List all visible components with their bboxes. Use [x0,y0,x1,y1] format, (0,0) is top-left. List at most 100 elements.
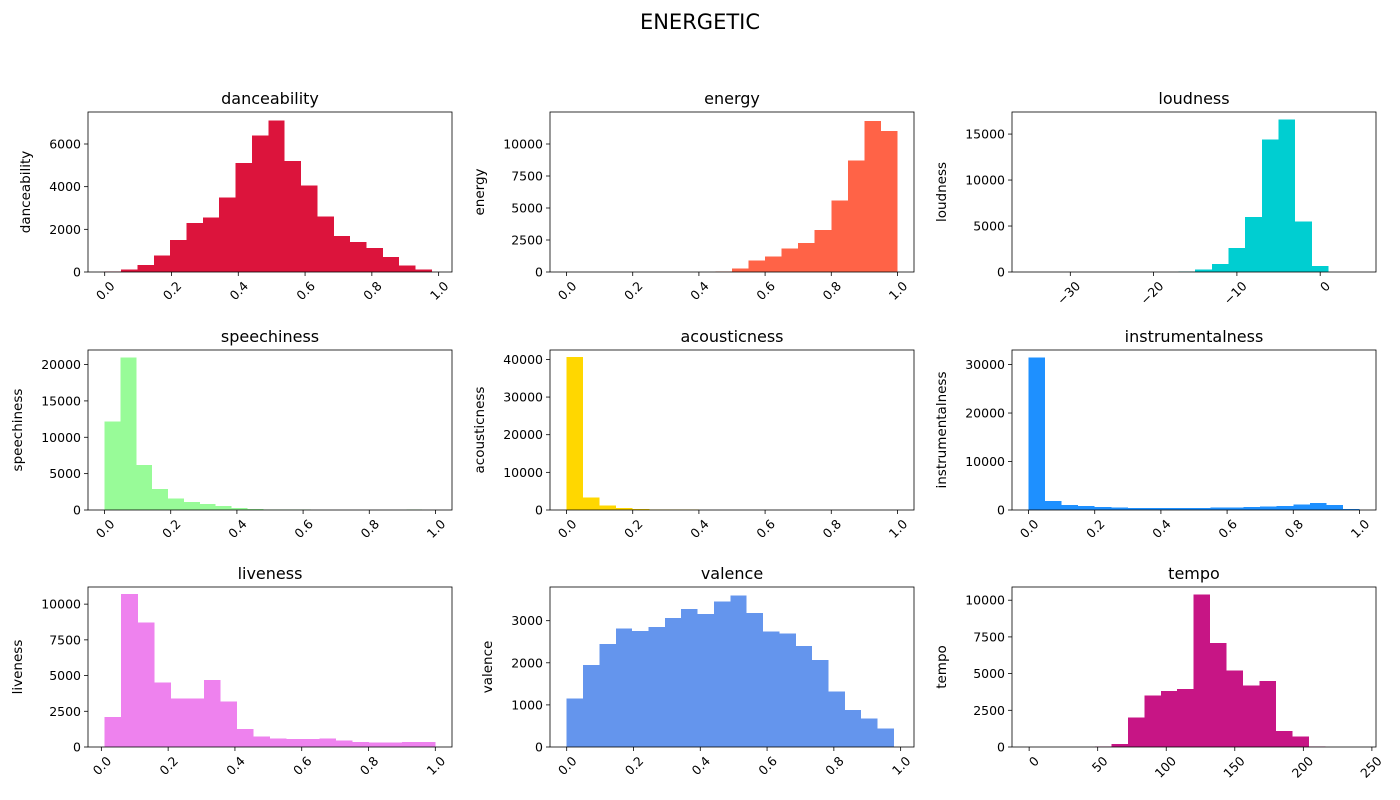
histogram-bar [336,740,353,747]
x-tick-label: 0 [1026,753,1042,769]
y-tick-label: 20000 [965,406,1005,421]
histogram-bar [1245,216,1262,272]
histogram-bar [798,243,815,272]
histogram-bar [121,594,138,747]
histogram-bar [566,698,584,747]
y-tick-label: 5000 [973,219,1005,234]
histogram-bar [268,120,285,273]
histogram-bar [183,502,200,510]
x-tick-label: 1.0 [889,753,914,778]
y-tick-label: 0 [997,503,1005,518]
subplot-title: energy [704,89,760,108]
x-tick-label: 0.6 [290,753,315,778]
histogram-bar [154,682,171,747]
x-tick-label: 0.0 [90,753,115,778]
subplot-title: tempo [1168,564,1220,583]
histogram-bar [219,197,236,272]
subplot-title: danceability [221,89,319,108]
x-tick-label: 0.8 [360,278,385,303]
x-tick-label: 1.0 [886,278,911,303]
histogram-bar [615,628,633,747]
x-tick-label: 0.8 [357,753,382,778]
y-axis-label: liveness [10,640,26,695]
y-axis-label: tempo [934,645,950,689]
y-tick-label: 2500 [973,703,1005,718]
y-tick-label: 7500 [49,632,81,647]
histogram-bar [1177,507,1194,510]
x-tick-label: 1.0 [427,278,452,303]
histogram-bar [877,728,894,747]
histogram-bar [1259,680,1276,747]
x-tick-label: 0.4 [225,516,250,541]
histogram-bar [1127,507,1145,510]
subplot-loudness: loudness loudness 0 5000 10000 15000 −30 −20 −10… [934,89,1377,308]
histogram-bar [231,507,248,510]
x-tick-label: 0.8 [1282,516,1307,541]
axes-frame [87,586,453,748]
x-tick-label: 0.6 [753,516,778,541]
x-tick-label: 0.6 [291,516,316,541]
histogram-bar [366,247,383,272]
histogram-bar [1228,248,1246,272]
y-tick-label: 1000 [511,697,543,712]
histogram-bar [847,160,865,272]
histogram-bar [1078,506,1095,510]
subplot-title: acousticness [680,327,783,346]
histogram-bar [681,608,698,747]
histogram-bar [382,257,400,272]
subplot-title: valence [701,564,763,583]
y-axis-label: energy [472,168,488,215]
y-tick-label: 10000 [965,454,1005,469]
histogram-bar [1292,736,1309,747]
x-tick-label: 0.2 [621,516,646,541]
histogram-bar [1211,264,1229,272]
y-tick-label: 0 [997,740,1005,755]
histogram-bar [251,135,269,272]
histogram-bar [763,631,780,747]
histogram-bar [220,701,237,747]
y-tick-label: 4000 [49,179,81,194]
x-tick-label: 0.4 [227,278,252,303]
subplot-tempo: tempo tempo 0 2500 5000 7500 10000 0 50 100 150 200… [934,564,1385,781]
histogram-bar [137,264,154,272]
histogram-bar [1309,503,1327,510]
x-tick-label: 1.0 [886,516,911,541]
histogram-bar [284,161,302,272]
histogram-bar [583,664,600,747]
histogram-bar [795,645,813,747]
histogram-bar [415,269,432,272]
x-tick-label: 0.2 [156,753,181,778]
y-tick-label: 20000 [41,357,81,372]
x-tick-label: −30 [1054,278,1083,307]
axes-frame [87,349,453,511]
subplot-valence: valence valence 0 1000 2000 3000 0.0 0.2 0.4 0.6 0… [480,564,915,778]
histogram-bar [247,508,264,510]
histogram-bar [1160,691,1178,747]
y-axis-label: acousticness [472,387,488,474]
histogram-bar [1243,685,1260,747]
histogram-bar [350,242,367,272]
histogram-bar [599,643,616,747]
histogram-bar [1061,505,1079,510]
histogram-bar [303,739,320,747]
y-tick-label: 10000 [41,597,81,612]
x-tick-label: 0.2 [622,753,647,778]
y-axis-label: valence [480,641,496,694]
y-tick-label: 40000 [503,352,543,367]
histogram-bar [697,613,714,747]
x-tick-label: 0.0 [555,278,580,303]
histogram-bar [333,236,351,272]
histogram-bar [844,709,862,747]
histogram-bar [616,508,633,510]
y-tick-label: 10000 [965,593,1005,608]
x-tick-label: 0.2 [621,278,646,303]
y-axis-label: instrumentalness [934,372,950,489]
histogram-bar [1177,689,1194,747]
histogram-bar [235,163,252,272]
histogram-bar [1194,507,1211,510]
subplot-instrumentalness: instrumentalness instrumentalness 0 10000 20… [934,327,1377,541]
y-tick-label: 0 [73,503,81,518]
x-tick-label: 0.4 [687,516,712,541]
histogram-bar [583,497,600,510]
